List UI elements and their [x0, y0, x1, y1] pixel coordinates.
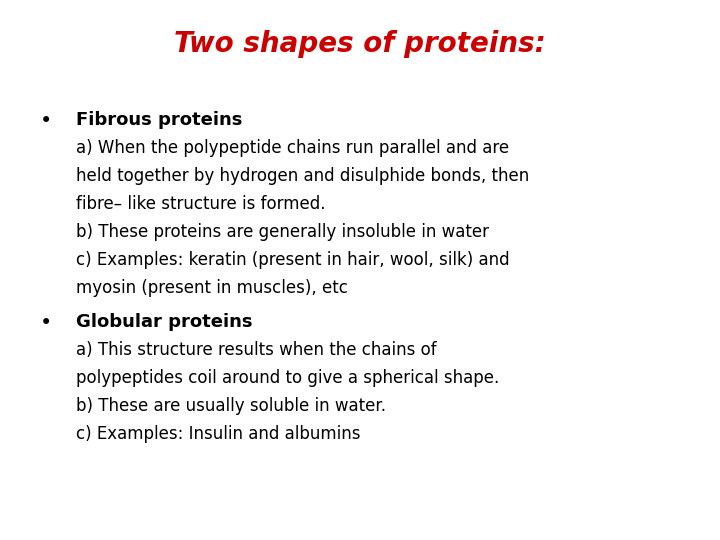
Text: Fibrous proteins: Fibrous proteins	[76, 111, 242, 129]
Text: Globular proteins: Globular proteins	[76, 313, 252, 330]
Text: •: •	[40, 313, 52, 333]
Text: polypeptides coil around to give a spherical shape.: polypeptides coil around to give a spher…	[76, 369, 499, 387]
Text: b) These are usually soluble in water.: b) These are usually soluble in water.	[76, 397, 386, 415]
Text: c) Examples: Insulin and albumins: c) Examples: Insulin and albumins	[76, 425, 360, 443]
Text: a) When the polypeptide chains run parallel and are: a) When the polypeptide chains run paral…	[76, 139, 509, 157]
Text: b) These proteins are generally insoluble in water: b) These proteins are generally insolubl…	[76, 223, 489, 241]
Text: c) Examples: keratin (present in hair, wool, silk) and: c) Examples: keratin (present in hair, w…	[76, 251, 509, 269]
Text: Two shapes of proteins:: Two shapes of proteins:	[174, 30, 546, 58]
Text: myosin (present in muscles), etc: myosin (present in muscles), etc	[76, 279, 348, 297]
Text: held together by hydrogen and disulphide bonds, then: held together by hydrogen and disulphide…	[76, 167, 529, 185]
Text: fibre– like structure is formed.: fibre– like structure is formed.	[76, 195, 325, 213]
Text: a) This structure results when the chains of: a) This structure results when the chain…	[76, 341, 436, 359]
Text: •: •	[40, 111, 52, 131]
